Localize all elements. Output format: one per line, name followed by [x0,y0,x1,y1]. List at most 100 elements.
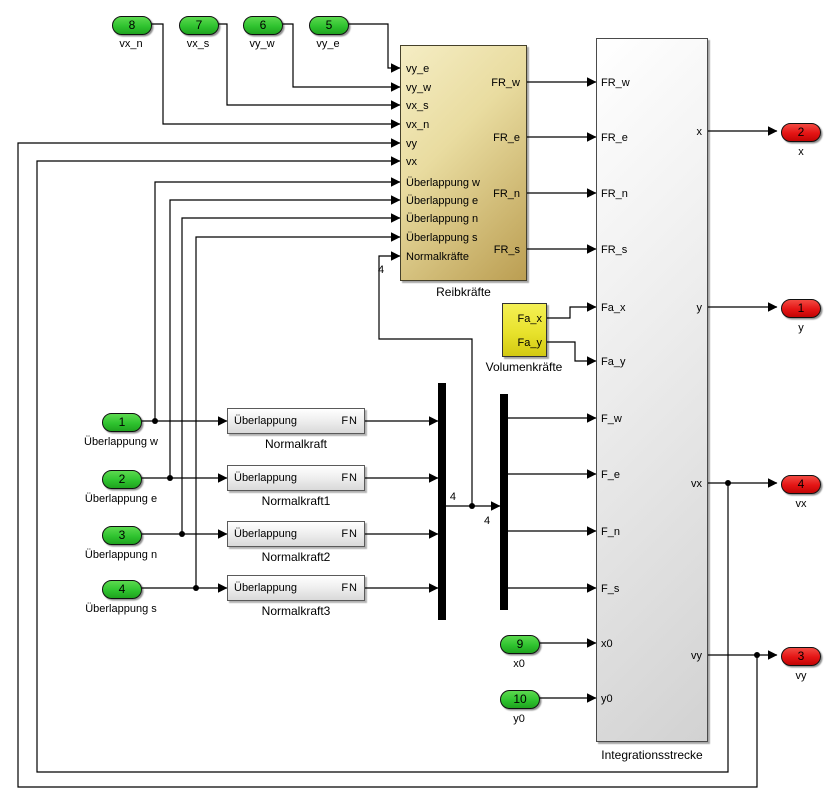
inport-8-label: vx_n [119,38,143,50]
bus-width-label: 4 [378,264,384,276]
block-input-label: y0 [601,693,613,705]
block-output-label: FR_n [493,188,520,200]
inport-4[interactable]: 4 [102,580,142,599]
block-output-label: y [696,302,703,314]
inport-6[interactable]: 6 [243,16,283,35]
wire-branch-e[interactable] [169,195,401,478]
wire-fax[interactable] [547,302,597,319]
block-input-label: Überlappung [234,528,297,540]
outport-x[interactable]: 2 [781,123,821,142]
inport-1[interactable]: 1 [102,413,142,432]
block-input-label: vy_w [406,82,432,94]
outport-vy[interactable]: 3 [781,647,821,666]
branch-dot [152,418,158,424]
inport-7[interactable]: 7 [179,16,219,35]
outport-y[interactable]: 1 [781,299,821,318]
wire-vye[interactable] [347,23,401,73]
inport-8[interactable]: 8 [112,16,152,35]
wire-vxn[interactable] [150,23,401,129]
outport-x-label: x [798,146,804,158]
outport-vx[interactable]: 4 [781,475,821,494]
bus-width-label: 4 [484,515,490,527]
block-output-label: Fa_x [517,313,542,325]
outport-vx-label: vx [795,498,807,510]
inport-9[interactable]: 9 [500,635,540,654]
inport-5[interactable]: 5 [309,16,349,35]
block-input-label: FR_e [601,132,628,144]
inport-3[interactable]: 3 [102,526,142,545]
wire-normalkraefte-feed[interactable] [378,251,473,506]
block-input-label: Fa_x [601,302,626,314]
branch-dot [167,475,173,481]
block-input-label: vx [406,156,417,168]
wire-vxs[interactable] [217,23,401,110]
normalkraft1-name: Normalkraft1 [261,494,331,508]
outport-vy-label: vy [795,670,807,682]
volumenkraefte-block[interactable]: Fa_x Fa_y [502,303,547,357]
block-input-label: Überlappung [234,472,297,484]
block-output-label: FN [341,472,358,484]
block-output-label: FR_e [493,132,520,144]
branch-dot [193,585,199,591]
block-output-label: Fa_y [517,337,542,349]
mux-bar[interactable] [438,383,446,620]
block-output-label: FN [341,415,358,427]
branch-dot [179,531,185,537]
demux-bar[interactable] [500,394,508,610]
block-input-label: vy [406,138,417,150]
block-output-label: FN [341,528,358,540]
normalkraft-block[interactable]: Überlappung FN [227,408,365,434]
reibkraefte-block[interactable]: vy_e vy_w vx_s vx_n vy vx Überlappung w … [400,45,527,281]
block-input-label: Fa_y [601,356,626,368]
inport-2[interactable]: 2 [102,470,142,489]
block-input-label: x0 [601,638,613,650]
block-input-label: Normalkräfte [406,251,469,263]
inport-7-label: vx_s [186,38,210,50]
block-input-label: F_e [601,469,620,481]
normalkraft3-name: Normalkraft3 [261,604,331,618]
integrationsstrecke-block[interactable]: FR_w FR_e FR_n FR_s Fa_x Fa_y F_w F_e F_… [596,38,708,742]
block-input-label: vx_n [406,119,430,131]
block-input-label: Überlappung w [406,177,480,189]
block-output-label: x [696,126,703,138]
block-output-label: vx [691,478,702,490]
wire-fay[interactable] [547,341,597,366]
block-input-label: Überlappung [234,582,297,594]
wire-vy-feedback[interactable] [17,138,758,788]
inport-4-label: Überlappung s [85,603,157,615]
inport-5-label: vy_e [316,38,340,50]
inport-3-label: Überlappung n [84,549,158,561]
block-output-label: FN [341,582,358,594]
block-input-label: Überlappung s [406,232,478,244]
wire-vyw[interactable] [281,23,401,92]
integrationsstrecke-name: Integrationsstrecke [601,748,703,762]
wire-branch-s[interactable] [195,232,401,588]
normalkraft3-block[interactable]: Überlappung FN [227,575,365,601]
branch-dot [469,503,475,509]
inport-9-label: x0 [513,658,525,670]
normalkraft1-block[interactable]: Überlappung FN [227,465,365,491]
block-input-label: F_w [601,413,622,425]
block-input-label: vx_s [406,100,429,112]
inport-10[interactable]: 10 [500,690,540,709]
branch-dot [725,480,731,486]
block-input-label: FR_w [601,77,630,89]
inport-2-label: Überlappung e [84,493,158,505]
block-output-label: FR_s [493,244,520,256]
inport-1-label: Überlappung w [84,436,158,448]
branch-dot [754,652,760,658]
wire-branch-w[interactable] [154,177,401,421]
normalkraft2-name: Normalkraft2 [261,550,331,564]
volumenkraefte-name: Volumenkräfte [485,360,563,374]
wire-vx-feedback[interactable] [36,156,729,773]
reibkraefte-name: Reibkräfte [436,285,491,299]
bus-width-label: 4 [450,491,456,503]
normalkraft2-block[interactable]: Überlappung FN [227,521,365,547]
inport-10-label: y0 [513,713,525,725]
block-input-label: vy_e [406,63,430,75]
block-input-label: Überlappung e [406,195,479,207]
block-input-label: F_n [601,526,620,538]
block-output-label: vy [691,650,702,662]
wire-branch-n[interactable] [181,213,401,534]
